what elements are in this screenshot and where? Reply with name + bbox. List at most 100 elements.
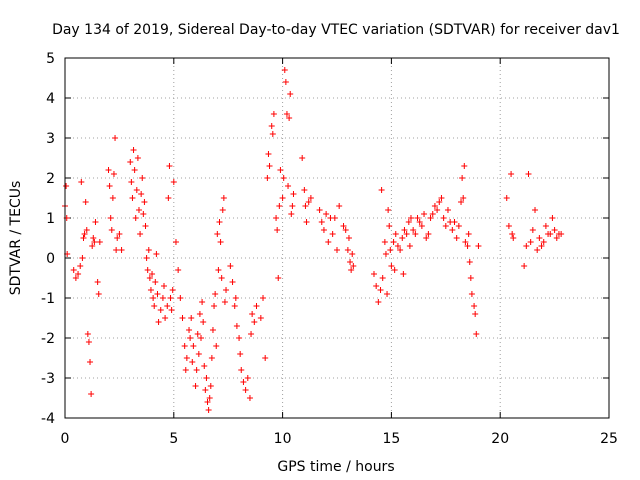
data-point: [471, 303, 478, 309]
data-point: [63, 183, 70, 189]
data-point: [145, 247, 152, 253]
data-point: [94, 279, 101, 285]
data-point: [269, 131, 276, 137]
data-point: [320, 227, 327, 233]
data-point: [177, 295, 184, 301]
data-point: [453, 235, 460, 241]
data-point: [213, 343, 220, 349]
data-point: [246, 395, 253, 401]
data-point: [406, 243, 413, 249]
data-point: [108, 227, 115, 233]
data-point: [90, 235, 97, 241]
data-point: [77, 263, 84, 269]
data-point: [188, 315, 195, 321]
data-point: [212, 291, 219, 297]
data-point: [418, 223, 425, 229]
data-point: [209, 327, 216, 333]
data-point: [289, 203, 296, 209]
data-point: [202, 387, 209, 393]
data-point: [75, 271, 82, 277]
y-tick-label: -4: [41, 411, 55, 427]
data-point: [227, 263, 234, 269]
data-point: [277, 167, 284, 173]
data-point: [286, 115, 293, 121]
data-point: [95, 291, 102, 297]
data-point: [458, 199, 465, 205]
data-point: [82, 199, 89, 205]
data-point: [200, 319, 207, 325]
data-point: [249, 311, 256, 317]
data-point: [375, 299, 382, 305]
data-point: [390, 239, 397, 245]
data-point: [444, 207, 451, 213]
data-point: [169, 287, 176, 293]
data-point: [280, 175, 287, 181]
data-point: [168, 307, 175, 313]
data-point: [523, 243, 530, 249]
data-point: [207, 383, 214, 389]
data-point: [151, 303, 158, 309]
data-point: [475, 243, 482, 249]
data-point: [221, 299, 228, 305]
data-point: [540, 239, 547, 245]
data-markers: [62, 67, 565, 413]
data-point: [384, 291, 391, 297]
y-tick-label: -2: [41, 331, 55, 347]
data-point: [78, 179, 85, 185]
data-point: [412, 231, 419, 237]
data-point: [196, 311, 203, 317]
data-point: [159, 295, 166, 301]
data-point: [107, 215, 114, 221]
data-point: [473, 331, 480, 337]
data-point: [183, 355, 190, 361]
data-point: [208, 355, 215, 361]
data-point: [205, 407, 212, 413]
data-point: [336, 203, 343, 209]
data-point: [105, 167, 112, 173]
data-point: [534, 247, 541, 253]
data-point: [218, 275, 225, 281]
data-point: [347, 259, 354, 265]
y-tick-label: 1: [46, 211, 55, 227]
data-point: [198, 335, 204, 341]
data-point: [79, 255, 86, 261]
data-point: [186, 327, 193, 333]
data-point: [405, 219, 412, 225]
data-point: [80, 235, 87, 241]
data-point: [154, 291, 161, 297]
data-point: [532, 207, 539, 213]
data-point: [110, 171, 117, 177]
data-point: [508, 171, 515, 177]
data-point: [238, 367, 245, 373]
data-point: [373, 283, 380, 289]
data-point: [455, 223, 462, 229]
data-point: [132, 215, 139, 221]
data-point: [199, 299, 206, 305]
data-point: [112, 135, 119, 141]
data-point: [130, 147, 137, 153]
data-point: [305, 199, 312, 205]
data-point: [106, 183, 113, 189]
data-point: [316, 207, 323, 213]
data-point: [370, 271, 377, 277]
axis-ticks: 0 5 10 15 20 25 -4 -3 -2 -1 0 1 2 3 4 5: [41, 51, 618, 447]
data-point: [131, 167, 138, 173]
data-point: [378, 187, 385, 193]
data-point: [397, 247, 404, 253]
data-point: [275, 275, 282, 281]
data-point: [407, 215, 414, 221]
x-tick-label: 10: [274, 431, 292, 447]
data-point: [459, 175, 466, 181]
data-point: [558, 231, 565, 237]
data-point: [118, 247, 125, 253]
data-point: [394, 243, 401, 249]
data-point: [181, 343, 188, 349]
data-point: [377, 287, 384, 293]
data-point: [318, 219, 325, 225]
data-point: [87, 359, 94, 365]
data-point: [157, 307, 164, 313]
data-point: [165, 195, 172, 201]
data-point: [201, 363, 208, 369]
chart-title: Day 134 of 2019, Sidereal Day-to-day VTE…: [52, 22, 620, 38]
x-tick-label: 5: [169, 431, 178, 447]
